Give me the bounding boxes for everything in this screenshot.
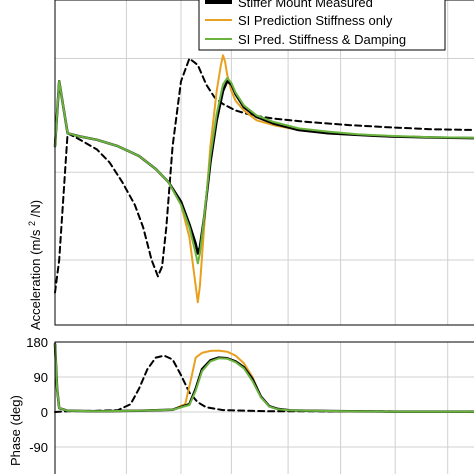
legend: Stiffer Mount Measured SI Prediction Sti… [198, 0, 446, 51]
phase-series-line-2 [54, 342, 474, 413]
phase-lines [53, 342, 474, 413]
legend-label-measured: Stiffer Mount Measured [238, 0, 373, 10]
magnitude-axes-frame [54, 0, 474, 326]
legend-label-damping: SI Pred. Stiffness & Damping [238, 32, 406, 47]
ylabel-bottom: /N) [28, 200, 43, 217]
ylabel-start: Acceleration [28, 255, 43, 330]
phase-panel: 180 90 0 -90 Phase (deg) [8, 335, 474, 474]
phase-y-ticks: 180 90 0 -90 [26, 335, 48, 455]
phase-ytick-label: -90 [29, 440, 48, 455]
magnitude-grid [55, 0, 474, 325]
magnitude-series-line-1 [54, 54, 474, 304]
magnitude-series-line-0 [53, 80, 474, 255]
phase-axes-frame [54, 341, 474, 474]
phase-ytick-label: 180 [26, 335, 48, 350]
phase-series-line-3 [54, 354, 474, 413]
legend-label-stiffness: SI Prediction Stiffness only [238, 13, 393, 28]
magnitude-ylabel: Acceleration (m/s 2 /N) [23, 200, 43, 330]
magnitude-series-line-3 [54, 57, 474, 294]
ylabel-top: (m/s [28, 229, 43, 255]
phase-grid [55, 341, 474, 474]
ylabel-sup: 2 [27, 221, 37, 226]
phase-ylabel: Phase (deg) [8, 395, 23, 466]
magnitude-panel: Acceleration (m/s 2 /N) Stiffer Mount Me… [23, 0, 474, 330]
magnitude-lines [53, 54, 474, 304]
phase-ytick-label: 90 [34, 370, 48, 385]
legend-box [198, 0, 446, 51]
magnitude-series-line-2 [54, 77, 474, 265]
phase-ytick-label: 0 [41, 405, 48, 420]
